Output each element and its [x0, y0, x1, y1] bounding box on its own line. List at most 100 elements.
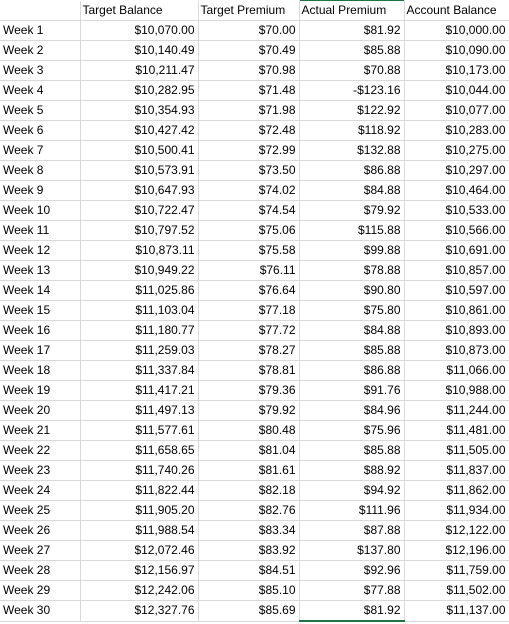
cell-target-balance[interactable]: $11,988.54 [80, 520, 199, 541]
cell-target-balance[interactable]: $12,242.06 [80, 580, 199, 601]
cell-target-balance[interactable]: $11,577.61 [80, 420, 199, 441]
cell-target-balance[interactable]: $11,822.44 [80, 480, 199, 501]
cell-target-balance[interactable]: $11,103.04 [80, 300, 199, 321]
cell-account-balance[interactable]: $10,988.00 [404, 380, 509, 401]
cell-account-balance[interactable]: $10,297.00 [404, 160, 509, 181]
header-cell-actual-premium[interactable]: Actual Premium [299, 0, 405, 21]
cell-account-balance[interactable]: $10,691.00 [404, 240, 509, 261]
cell-target-balance[interactable]: $11,905.20 [80, 500, 199, 521]
cell-actual-premium[interactable]: $111.96 [299, 500, 405, 521]
cell-actual-premium[interactable]: $75.80 [299, 300, 405, 321]
cell-actual-premium[interactable]: $118.92 [299, 120, 405, 141]
cell-week[interactable]: Week 5 [0, 100, 81, 121]
cell-account-balance[interactable]: $10,275.00 [404, 140, 509, 161]
cell-actual-premium[interactable]: $122.92 [299, 100, 405, 121]
cell-target-balance[interactable]: $10,500.41 [80, 140, 199, 161]
cell-account-balance[interactable]: $11,837.00 [404, 460, 509, 481]
cell-target-premium[interactable]: $78.81 [198, 360, 300, 381]
cell-week[interactable]: Week 13 [0, 260, 81, 281]
cell-account-balance[interactable]: $10,873.00 [404, 340, 509, 361]
cell-week[interactable]: Week 6 [0, 120, 81, 141]
cell-account-balance[interactable]: $11,759.00 [404, 560, 509, 581]
cell-week[interactable]: Week 20 [0, 400, 81, 421]
cell-week[interactable]: Week 27 [0, 540, 81, 561]
cell-account-balance[interactable]: $10,000.00 [404, 20, 509, 41]
header-cell-target-balance[interactable]: Target Balance [80, 0, 199, 21]
cell-actual-premium[interactable]: $86.88 [299, 360, 405, 381]
cell-actual-premium[interactable]: $85.88 [299, 440, 405, 461]
cell-target-balance[interactable]: $12,072.46 [80, 540, 199, 561]
cell-target-premium[interactable]: $80.48 [198, 420, 300, 441]
cell-target-premium[interactable]: $83.92 [198, 540, 300, 561]
cell-account-balance[interactable]: $11,481.00 [404, 420, 509, 441]
cell-actual-premium[interactable]: $70.88 [299, 60, 405, 81]
cell-actual-premium[interactable]: $132.88 [299, 140, 405, 161]
cell-week[interactable]: Week 25 [0, 500, 81, 521]
cell-target-premium[interactable]: $71.48 [198, 80, 300, 101]
cell-account-balance[interactable]: $10,566.00 [404, 220, 509, 241]
cell-actual-premium[interactable]: $81.92 [299, 20, 405, 41]
cell-actual-premium[interactable]: $92.96 [299, 560, 405, 581]
cell-account-balance[interactable]: $10,533.00 [404, 200, 509, 221]
cell-account-balance[interactable]: $10,597.00 [404, 280, 509, 301]
cell-target-premium[interactable]: $83.34 [198, 520, 300, 541]
cell-account-balance[interactable]: $11,244.00 [404, 400, 509, 421]
cell-actual-premium[interactable]: $115.88 [299, 220, 405, 241]
cell-target-premium[interactable]: $70.98 [198, 60, 300, 81]
cell-target-balance[interactable]: $11,658.65 [80, 440, 199, 461]
cell-account-balance[interactable]: $10,077.00 [404, 100, 509, 121]
cell-target-premium[interactable]: $79.92 [198, 400, 300, 421]
cell-actual-premium[interactable]: $84.88 [299, 320, 405, 341]
cell-account-balance[interactable]: $11,934.00 [404, 500, 509, 521]
cell-account-balance[interactable]: $10,857.00 [404, 260, 509, 281]
cell-target-premium[interactable]: $74.02 [198, 180, 300, 201]
cell-account-balance[interactable]: $12,196.00 [404, 540, 509, 561]
cell-week[interactable]: Week 28 [0, 560, 81, 581]
cell-target-premium[interactable]: $71.98 [198, 100, 300, 121]
cell-week[interactable]: Week 26 [0, 520, 81, 541]
cell-account-balance[interactable]: $10,861.00 [404, 300, 509, 321]
cell-actual-premium[interactable]: $75.96 [299, 420, 405, 441]
cell-actual-premium[interactable]: $91.76 [299, 380, 405, 401]
cell-target-premium[interactable]: $76.64 [198, 280, 300, 301]
cell-target-balance[interactable]: $12,327.76 [80, 600, 199, 622]
cell-target-balance[interactable]: $11,180.77 [80, 320, 199, 341]
cell-week[interactable]: Week 7 [0, 140, 81, 161]
cell-actual-premium[interactable]: $90.80 [299, 280, 405, 301]
cell-week[interactable]: Week 9 [0, 180, 81, 201]
cell-target-balance[interactable]: $10,211.47 [80, 60, 199, 81]
cell-actual-premium[interactable]: $137.80 [299, 540, 405, 561]
cell-target-premium[interactable]: $84.51 [198, 560, 300, 581]
cell-week[interactable]: Week 12 [0, 240, 81, 261]
cell-account-balance[interactable]: $11,505.00 [404, 440, 509, 461]
cell-target-balance[interactable]: $10,282.95 [80, 80, 199, 101]
cell-target-balance[interactable]: $11,417.21 [80, 380, 199, 401]
cell-target-premium[interactable]: $76.11 [198, 260, 300, 281]
cell-target-premium[interactable]: $75.06 [198, 220, 300, 241]
cell-account-balance[interactable]: $10,464.00 [404, 180, 509, 201]
cell-week[interactable]: Week 22 [0, 440, 81, 461]
cell-actual-premium[interactable]: $85.88 [299, 40, 405, 61]
cell-week[interactable]: Week 15 [0, 300, 81, 321]
cell-target-premium[interactable]: $70.00 [198, 20, 300, 41]
cell-actual-premium[interactable]: $84.88 [299, 180, 405, 201]
cell-week[interactable]: Week 10 [0, 200, 81, 221]
cell-actual-premium[interactable]: $86.88 [299, 160, 405, 181]
cell-target-premium[interactable]: $85.10 [198, 580, 300, 601]
cell-week[interactable]: Week 19 [0, 380, 81, 401]
header-cell-account-balance[interactable]: Account Balance [404, 0, 509, 21]
cell-week[interactable]: Week 16 [0, 320, 81, 341]
cell-target-premium[interactable]: $81.04 [198, 440, 300, 461]
cell-actual-premium[interactable]: $84.96 [299, 400, 405, 421]
cell-account-balance[interactable]: $10,173.00 [404, 60, 509, 81]
cell-target-balance[interactable]: $10,722.47 [80, 200, 199, 221]
cell-week[interactable]: Week 18 [0, 360, 81, 381]
cell-week[interactable]: Week 14 [0, 280, 81, 301]
header-cell-blank[interactable] [0, 0, 81, 21]
cell-week[interactable]: Week 29 [0, 580, 81, 601]
cell-target-premium[interactable]: $81.61 [198, 460, 300, 481]
cell-account-balance[interactable]: $11,137.00 [404, 600, 509, 622]
header-cell-target-premium[interactable]: Target Premium [198, 0, 300, 21]
cell-account-balance[interactable]: $12,122.00 [404, 520, 509, 541]
